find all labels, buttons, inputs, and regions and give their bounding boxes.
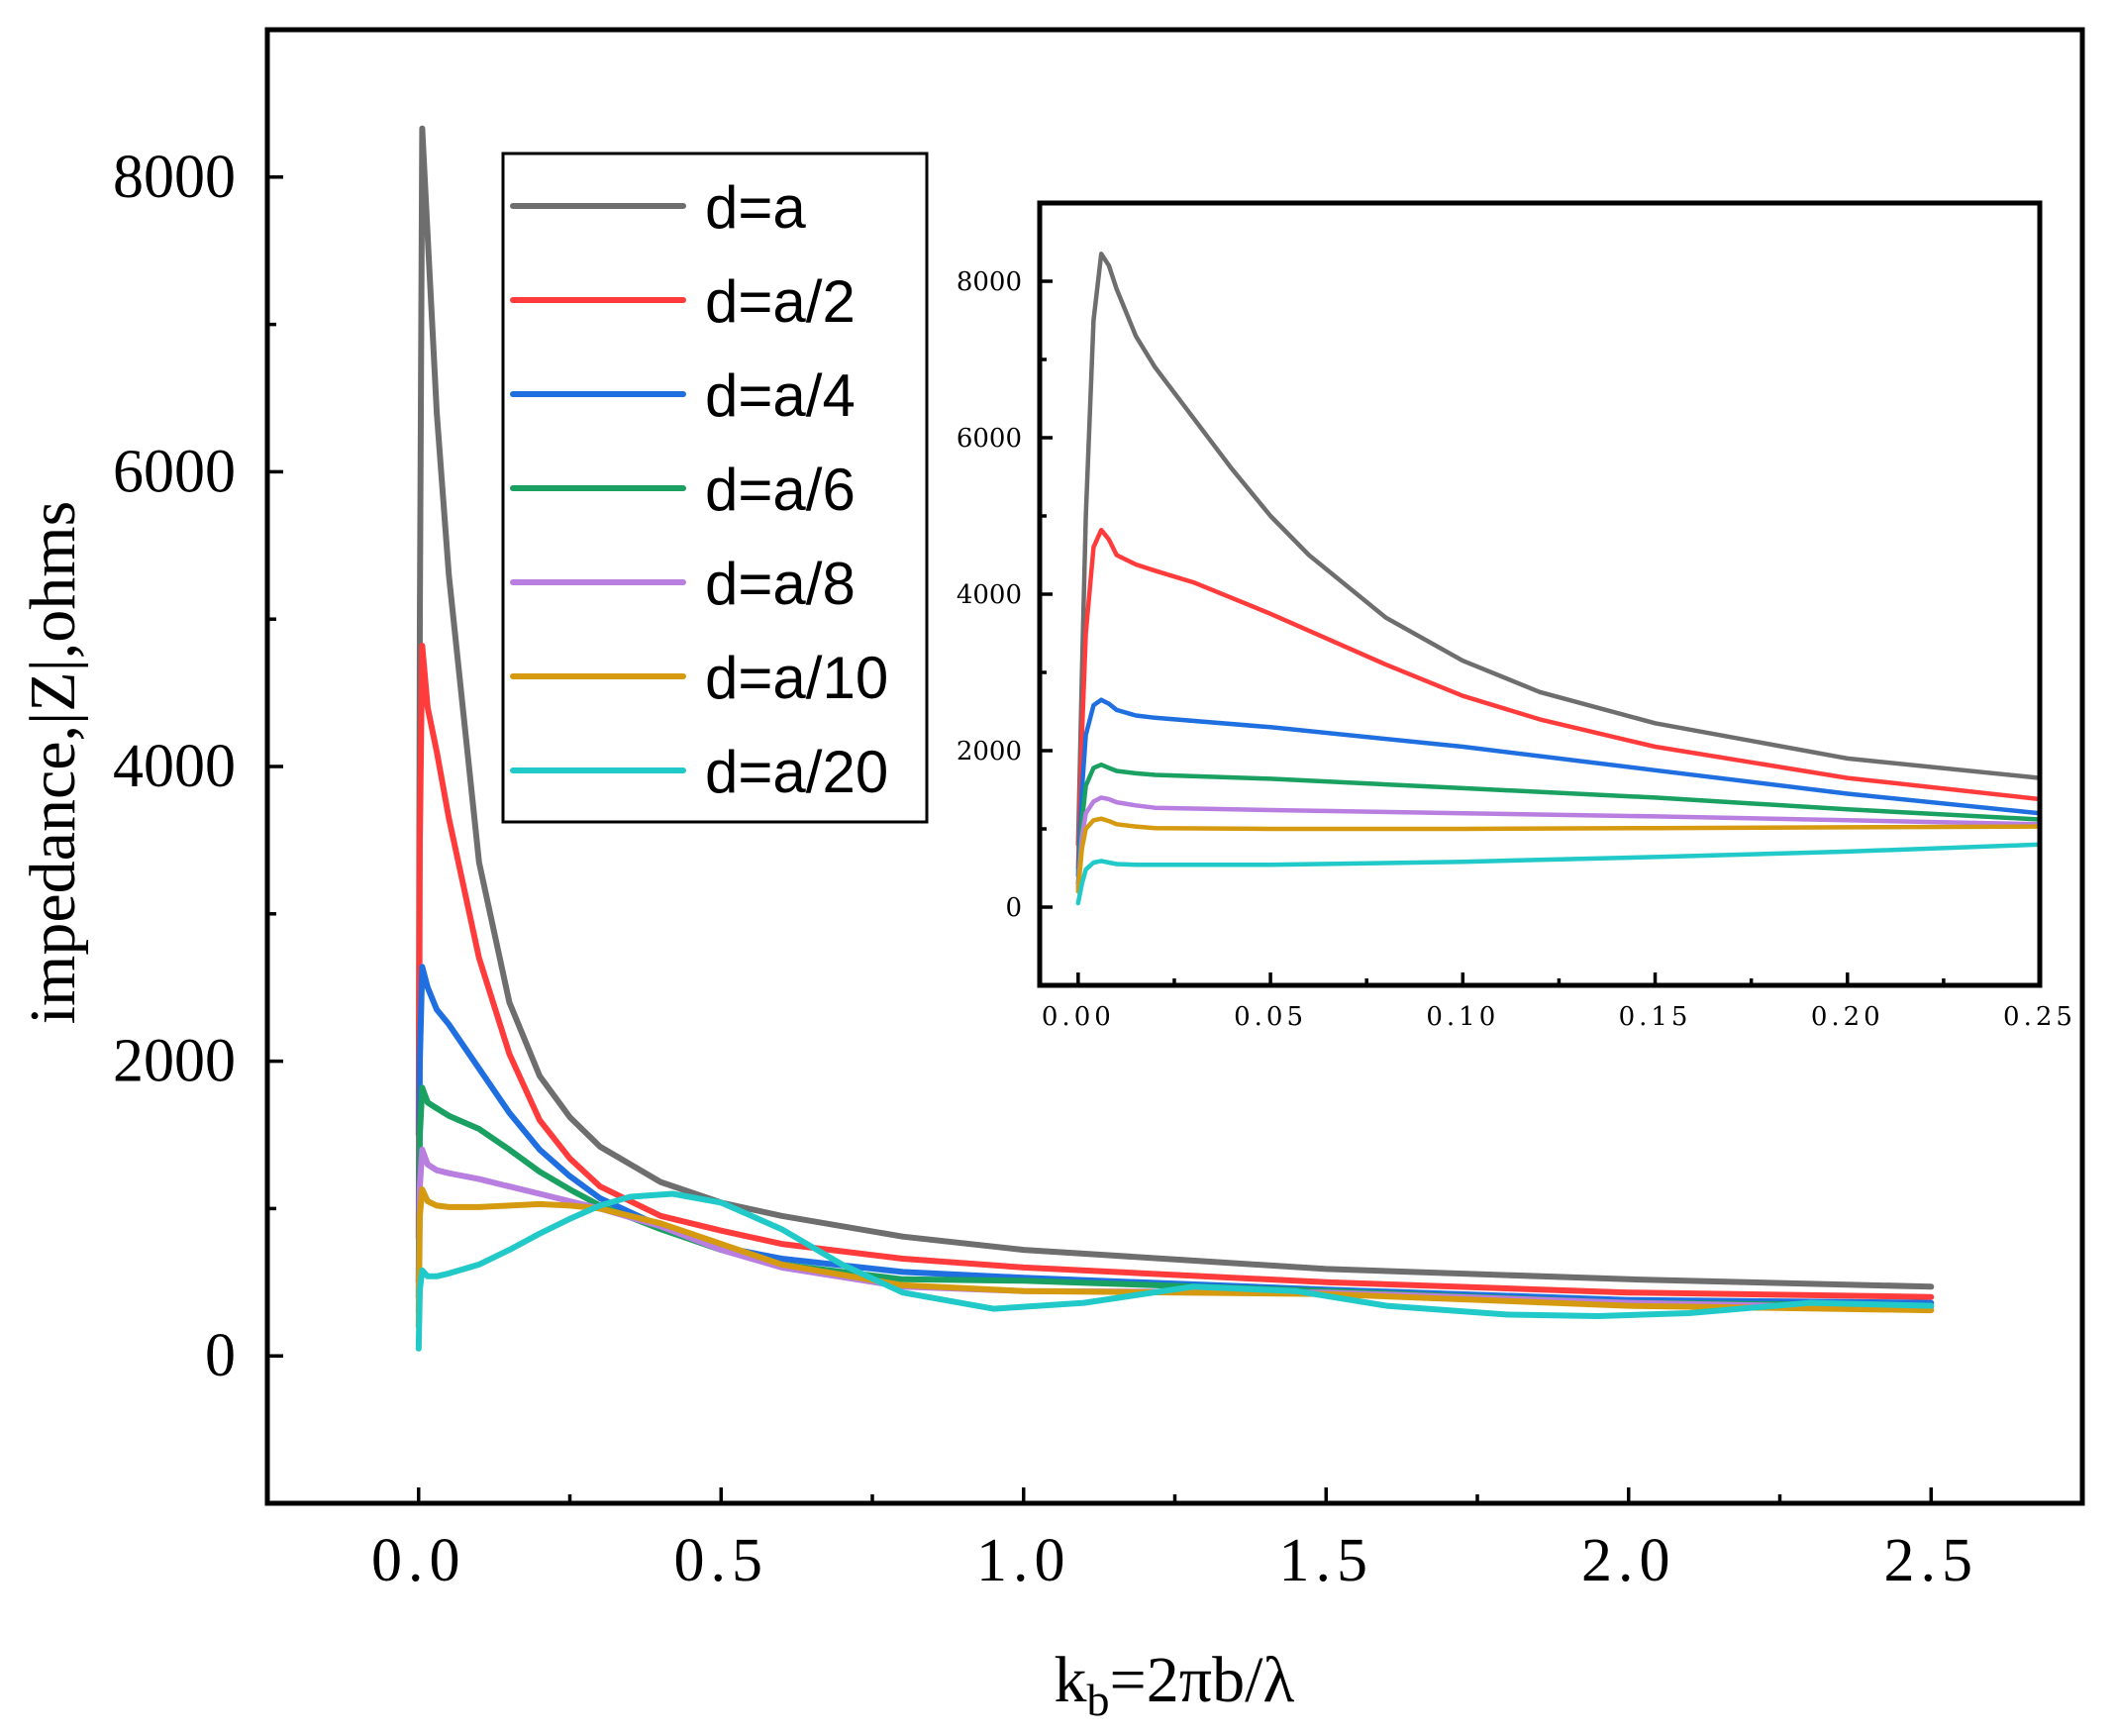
- inset-series-d-a-20: [1075, 842, 2043, 906]
- inset-series-group: [1075, 252, 2043, 906]
- inset-y-tick-label: 6000: [957, 424, 1022, 454]
- main-x-tick-label: 2.5: [1884, 1527, 1979, 1594]
- inset-x-tick-label: 0.05: [1234, 1002, 1307, 1032]
- main-x-tick-label: 2.0: [1581, 1527, 1676, 1594]
- legend-label-d-a-2: d=a/2: [705, 268, 856, 335]
- y-axis-title: impedance,|Z|,ohms: [17, 501, 89, 1025]
- x-axis-title-k: k: [1055, 1644, 1087, 1716]
- inset-y-tick-label: 8000: [957, 267, 1022, 297]
- legend-label-d-a-8: d=a/8: [705, 551, 856, 617]
- x-axis-title-subscript: b: [1087, 1675, 1110, 1725]
- inset-x-tick-label: 0.25: [2003, 1002, 2076, 1032]
- main-x-tick-label: 1.0: [976, 1527, 1071, 1594]
- inset-series-d-a-10: [1075, 816, 2043, 894]
- inset-axis-ticks: 0.00 0.05 0.10 0.15 0.20 0.25 0 2000 4000 6000 800…: [957, 267, 2076, 1032]
- legend: d=a d=a/2 d=a/4 d=a/6 d=a/8 d=a/10 d=a/20: [501, 152, 929, 824]
- legend-entries: d=a d=a/2 d=a/4 d=a/6 d=a/8 d=a/10 d=a/20: [510, 174, 888, 805]
- inset-plot-area: 0.00 0.05 0.10 0.15 0.20 0.25 0 2000 4000 6000 800…: [957, 200, 2076, 1032]
- legend-label-d-a: d=a: [705, 174, 806, 241]
- x-axis-title: kb=2πb/λ: [1055, 1644, 1295, 1725]
- legend-label-d-a-6: d=a/6: [705, 457, 856, 523]
- main-x-tick-label: 0.5: [674, 1527, 769, 1594]
- main-series-d-a-2: [415, 643, 1935, 1300]
- inset-x-tick-label: 0.15: [1619, 1002, 1692, 1032]
- main-y-tick-label: 6000: [113, 438, 236, 505]
- inset-series-d-a: [1075, 252, 2043, 848]
- main-series-d-a-20: [415, 1190, 1935, 1352]
- inset-background: [1040, 203, 2040, 985]
- main-x-tick-label: 1.5: [1279, 1527, 1374, 1594]
- inset-series-d-a-2: [1075, 527, 2043, 870]
- main-series-d-a: [415, 125, 1935, 1290]
- main-series-d-a-6: [415, 1084, 1935, 1309]
- inset-x-tick-label: 0.00: [1042, 1002, 1115, 1032]
- inset-series-d-a-4: [1075, 697, 2043, 878]
- main-y-tick-label: 8000: [113, 144, 236, 211]
- main-y-tick-label: 0: [205, 1322, 236, 1389]
- inset-series-d-a-6: [1075, 762, 2043, 886]
- x-axis-title-rest: =2πb/λ: [1110, 1644, 1295, 1716]
- legend-label-d-a-4: d=a/4: [705, 362, 856, 429]
- inset-y-tick-label: 4000: [957, 580, 1022, 610]
- main-y-tick-label: 2000: [113, 1028, 236, 1095]
- main-series-d-a-10: [415, 1186, 1935, 1330]
- main-axis-ticks: 0.0 0.5 1.0 1.5 2.0 2.5 0 2000 4000 6000 8000: [113, 144, 1979, 1594]
- legend-label-d-a-10: d=a/10: [705, 645, 888, 711]
- inset-y-tick-label: 2000: [957, 737, 1022, 766]
- main-y-tick-label: 4000: [113, 733, 236, 800]
- inset-x-tick-label: 0.10: [1426, 1002, 1499, 1032]
- main-plot-area: 0.0 0.5 1.0 1.5 2.0 2.5 0 2000 4000 6000 8000: [113, 27, 2085, 1594]
- main-series-group: [415, 125, 1935, 1352]
- legend-label-d-a-20: d=a/20: [705, 739, 888, 805]
- inset-series-d-a-8: [1075, 795, 2043, 890]
- main-x-tick-label: 0.0: [371, 1527, 466, 1594]
- inset-x-tick-label: 0.20: [1811, 1002, 1884, 1032]
- inset-y-tick-label: 0: [1005, 893, 1022, 923]
